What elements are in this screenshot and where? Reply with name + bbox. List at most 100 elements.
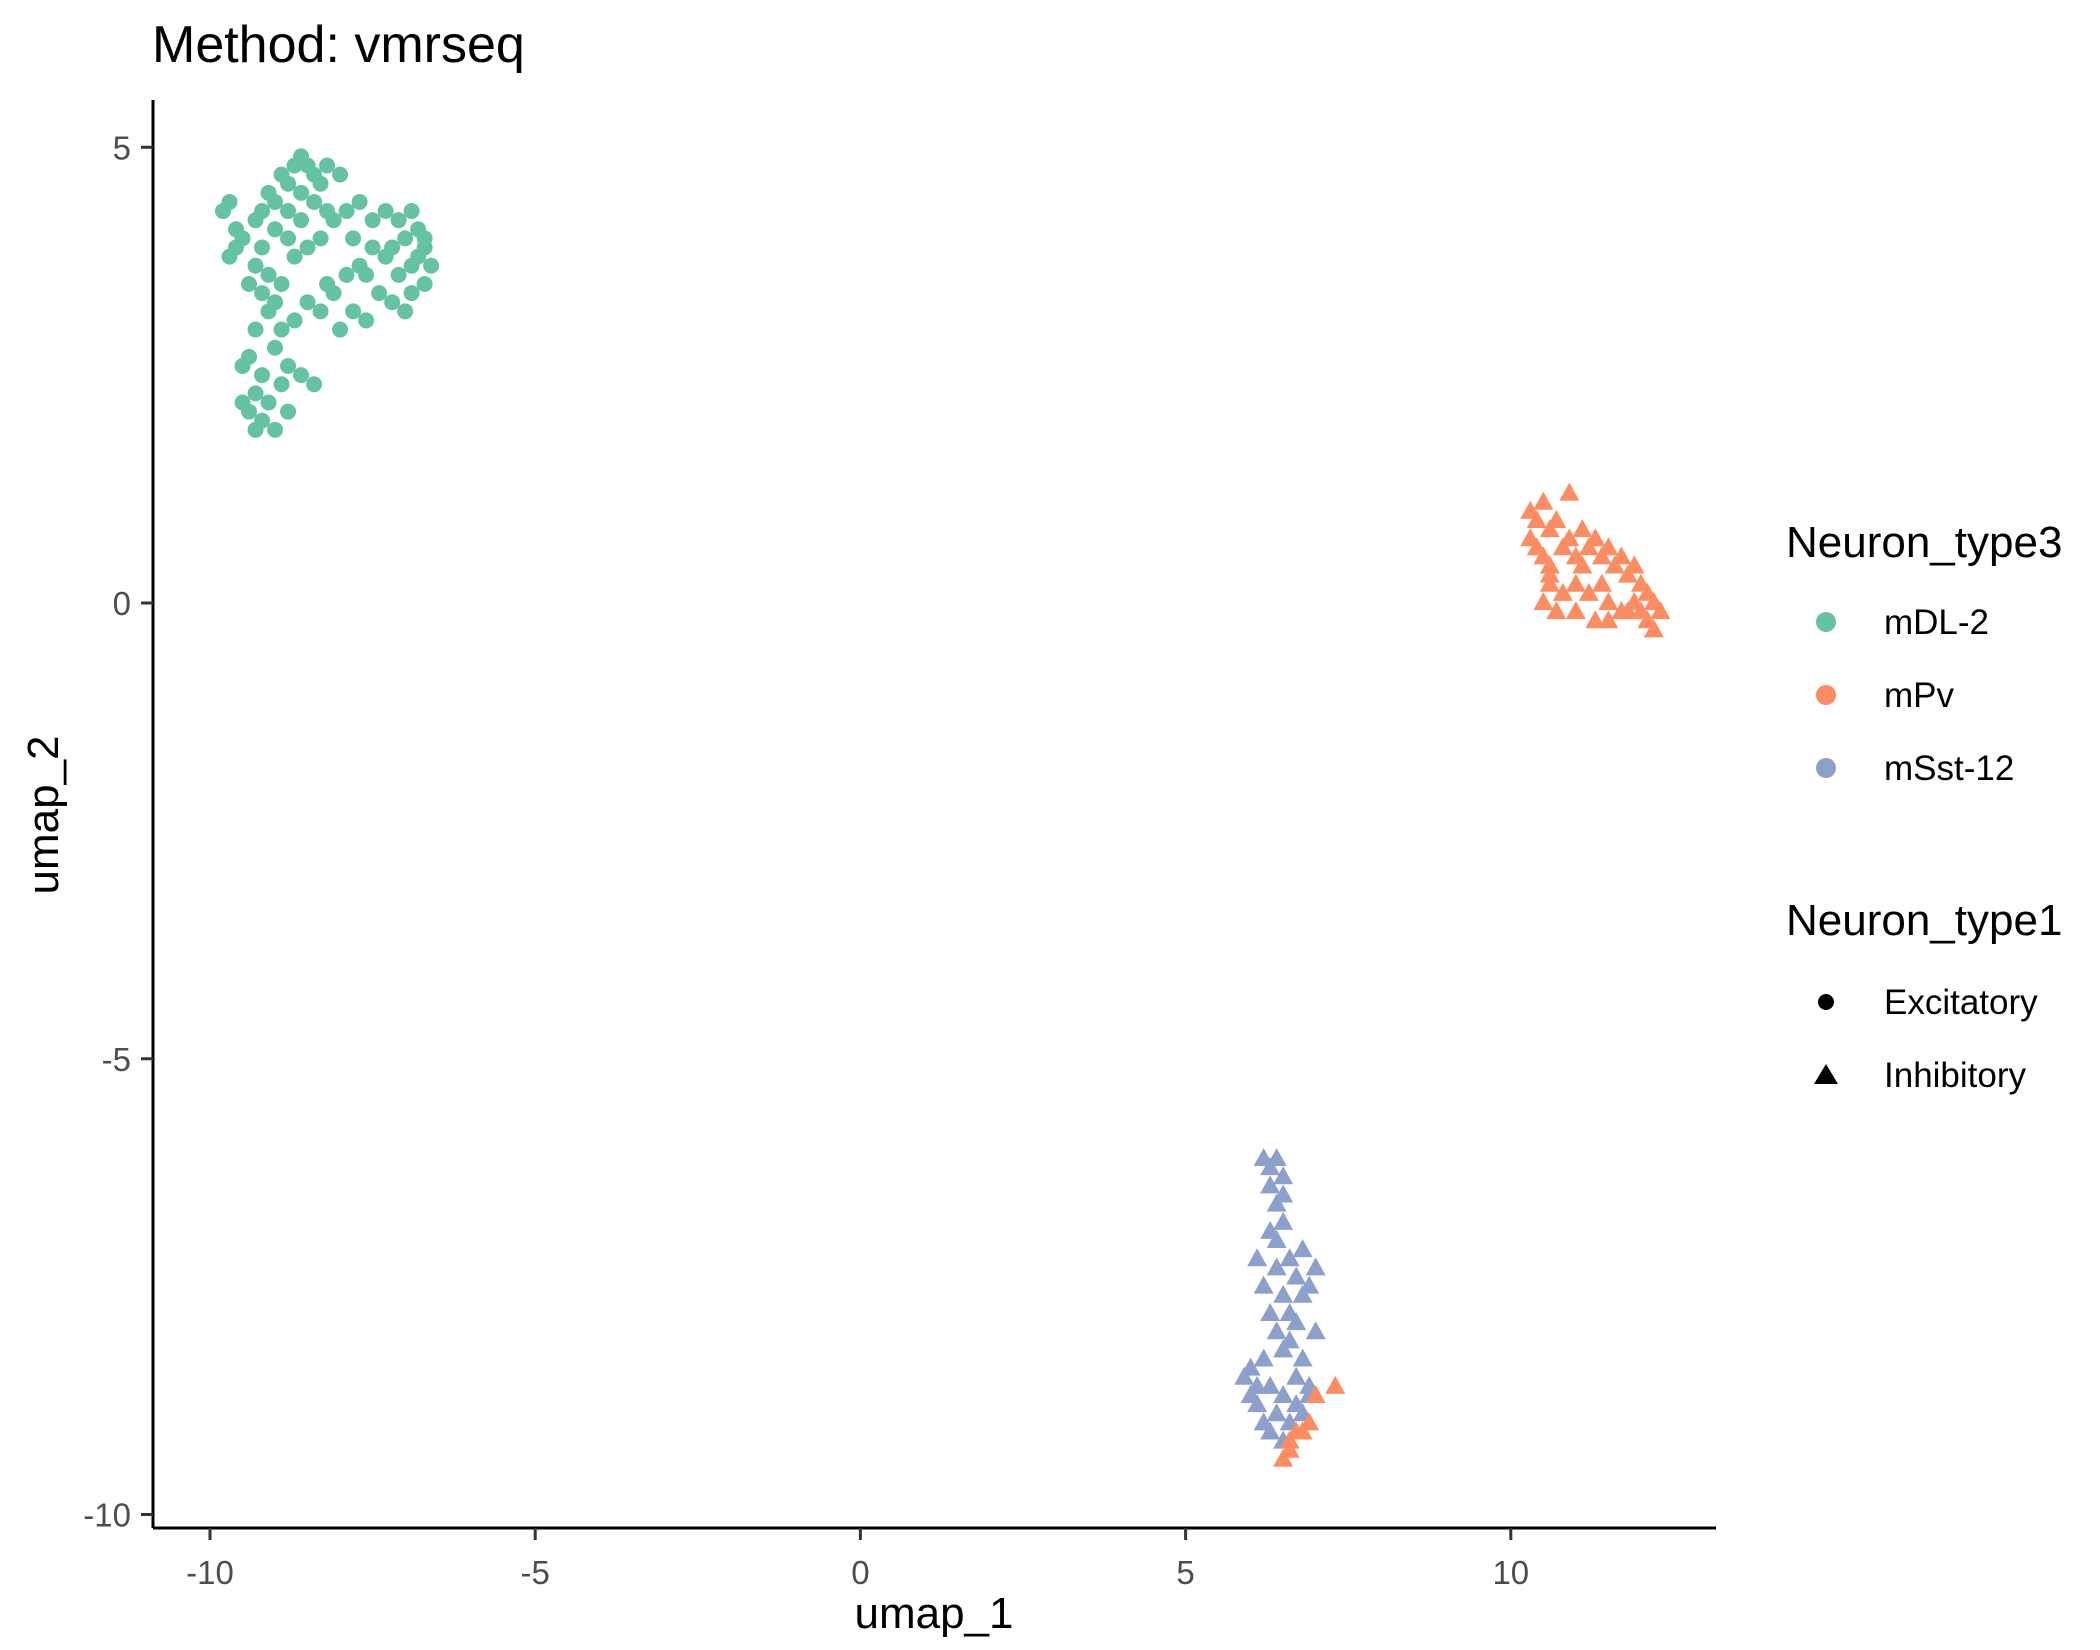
point-mpv [1624,555,1645,574]
point-mdl2 [273,376,290,393]
point-mpv [1552,582,1573,601]
point-mpv [1650,601,1671,620]
point-mdl2 [293,184,310,201]
point-mpv [1617,564,1638,583]
point-mdl2 [247,385,264,402]
point-mpv [1565,573,1586,592]
point-mpv [1559,482,1580,501]
point-msst12 [1286,1312,1307,1331]
point-mpv [1585,528,1606,547]
point-msst12 [1292,1348,1313,1367]
point-mpv [1325,1375,1346,1394]
point-mdl2 [273,275,290,292]
point-mdl2 [319,275,336,292]
point-msst12 [1273,1166,1294,1185]
point-mdl2 [260,266,277,283]
point-mdl2 [267,339,284,356]
point-mdl2 [377,203,394,220]
point-mdl2 [319,157,336,174]
point-msst12 [1273,1385,1294,1404]
point-msst12 [1273,1184,1294,1203]
x-axis-title: umap_1 [854,1589,1013,1638]
point-mdl2 [403,257,420,274]
point-msst12 [1240,1385,1261,1404]
point-msst12 [1260,1421,1281,1440]
x-tick-label: 0 [851,1554,869,1591]
y-tick-label: 5 [113,129,131,166]
point-msst12 [1279,1248,1300,1267]
point-msst12 [1260,1375,1281,1394]
point-mpv [1292,1421,1313,1440]
point-msst12 [1234,1366,1255,1385]
point-mdl2 [247,421,264,438]
point-msst12 [1273,1339,1294,1358]
point-mpv [1598,592,1619,610]
point-mdl2 [254,367,271,384]
point-mdl2 [384,239,401,256]
point-mpv [1572,555,1593,574]
point-mdl2 [358,266,375,283]
point-mdl2 [280,230,297,247]
point-mdl2 [312,175,329,192]
point-mdl2 [280,358,297,375]
point-mpv [1578,582,1599,601]
legend-color-title: Neuron_type3 [1786,518,2062,567]
point-mdl2 [286,248,303,265]
point-mdl2 [247,321,264,338]
point-mdl2 [267,221,284,238]
y-axis-title: umap_2 [19,735,68,894]
point-mdl2 [397,303,414,320]
point-mdl2 [364,212,381,229]
point-mdl2 [267,421,284,438]
point-msst12 [1247,1394,1268,1413]
point-mpv [1546,509,1567,528]
point-msst12 [1266,1321,1287,1340]
point-mdl2 [345,303,362,320]
point-mdl2 [254,239,271,256]
point-mdl2 [345,230,362,247]
point-msst12 [1266,1257,1287,1276]
points-layer [215,148,1671,1467]
x-tick-label: 10 [1492,1554,1529,1591]
point-mpv [1598,610,1619,629]
x-tick-label: 5 [1176,1554,1194,1591]
point-mdl2 [312,303,329,320]
x-tick-label: -5 [521,1554,550,1591]
point-mpv [1539,519,1560,538]
point-msst12 [1253,1348,1274,1367]
point-mdl2 [299,294,316,311]
y-ticks: -10 -5 0 5 [83,129,153,1534]
point-mdl2 [384,294,401,311]
point-mdl2 [312,230,329,247]
point-mdl2 [416,230,433,247]
point-msst12 [1253,1412,1274,1431]
point-mdl2 [371,285,388,302]
point-mdl2 [358,312,375,329]
point-mpv [1598,537,1619,556]
legend-key-msst12 [1816,758,1836,778]
point-msst12 [1266,1193,1287,1212]
point-msst12 [1273,1211,1294,1230]
point-msst12 [1253,1275,1274,1294]
point-mpv [1546,601,1567,620]
point-msst12 [1273,1284,1294,1303]
point-mdl2 [332,321,349,338]
x-tick-label: -10 [186,1554,234,1591]
point-msst12 [1305,1321,1326,1340]
point-msst12 [1292,1284,1313,1303]
point-msst12 [1260,1157,1281,1176]
legend-shape-title: Neuron_type1 [1786,896,2062,945]
point-mdl2 [221,248,238,265]
point-mdl2 [254,285,271,302]
point-mpv [1578,537,1599,556]
point-mdl2 [306,376,323,393]
point-mdl2 [306,193,323,210]
point-mpv [1520,528,1541,547]
point-mdl2 [267,294,284,311]
point-msst12 [1247,1248,1268,1267]
y-tick-label: 0 [113,585,131,622]
legend-key-excitatory [1818,994,1834,1010]
point-mpv [1526,509,1547,528]
point-mdl2 [286,312,303,329]
